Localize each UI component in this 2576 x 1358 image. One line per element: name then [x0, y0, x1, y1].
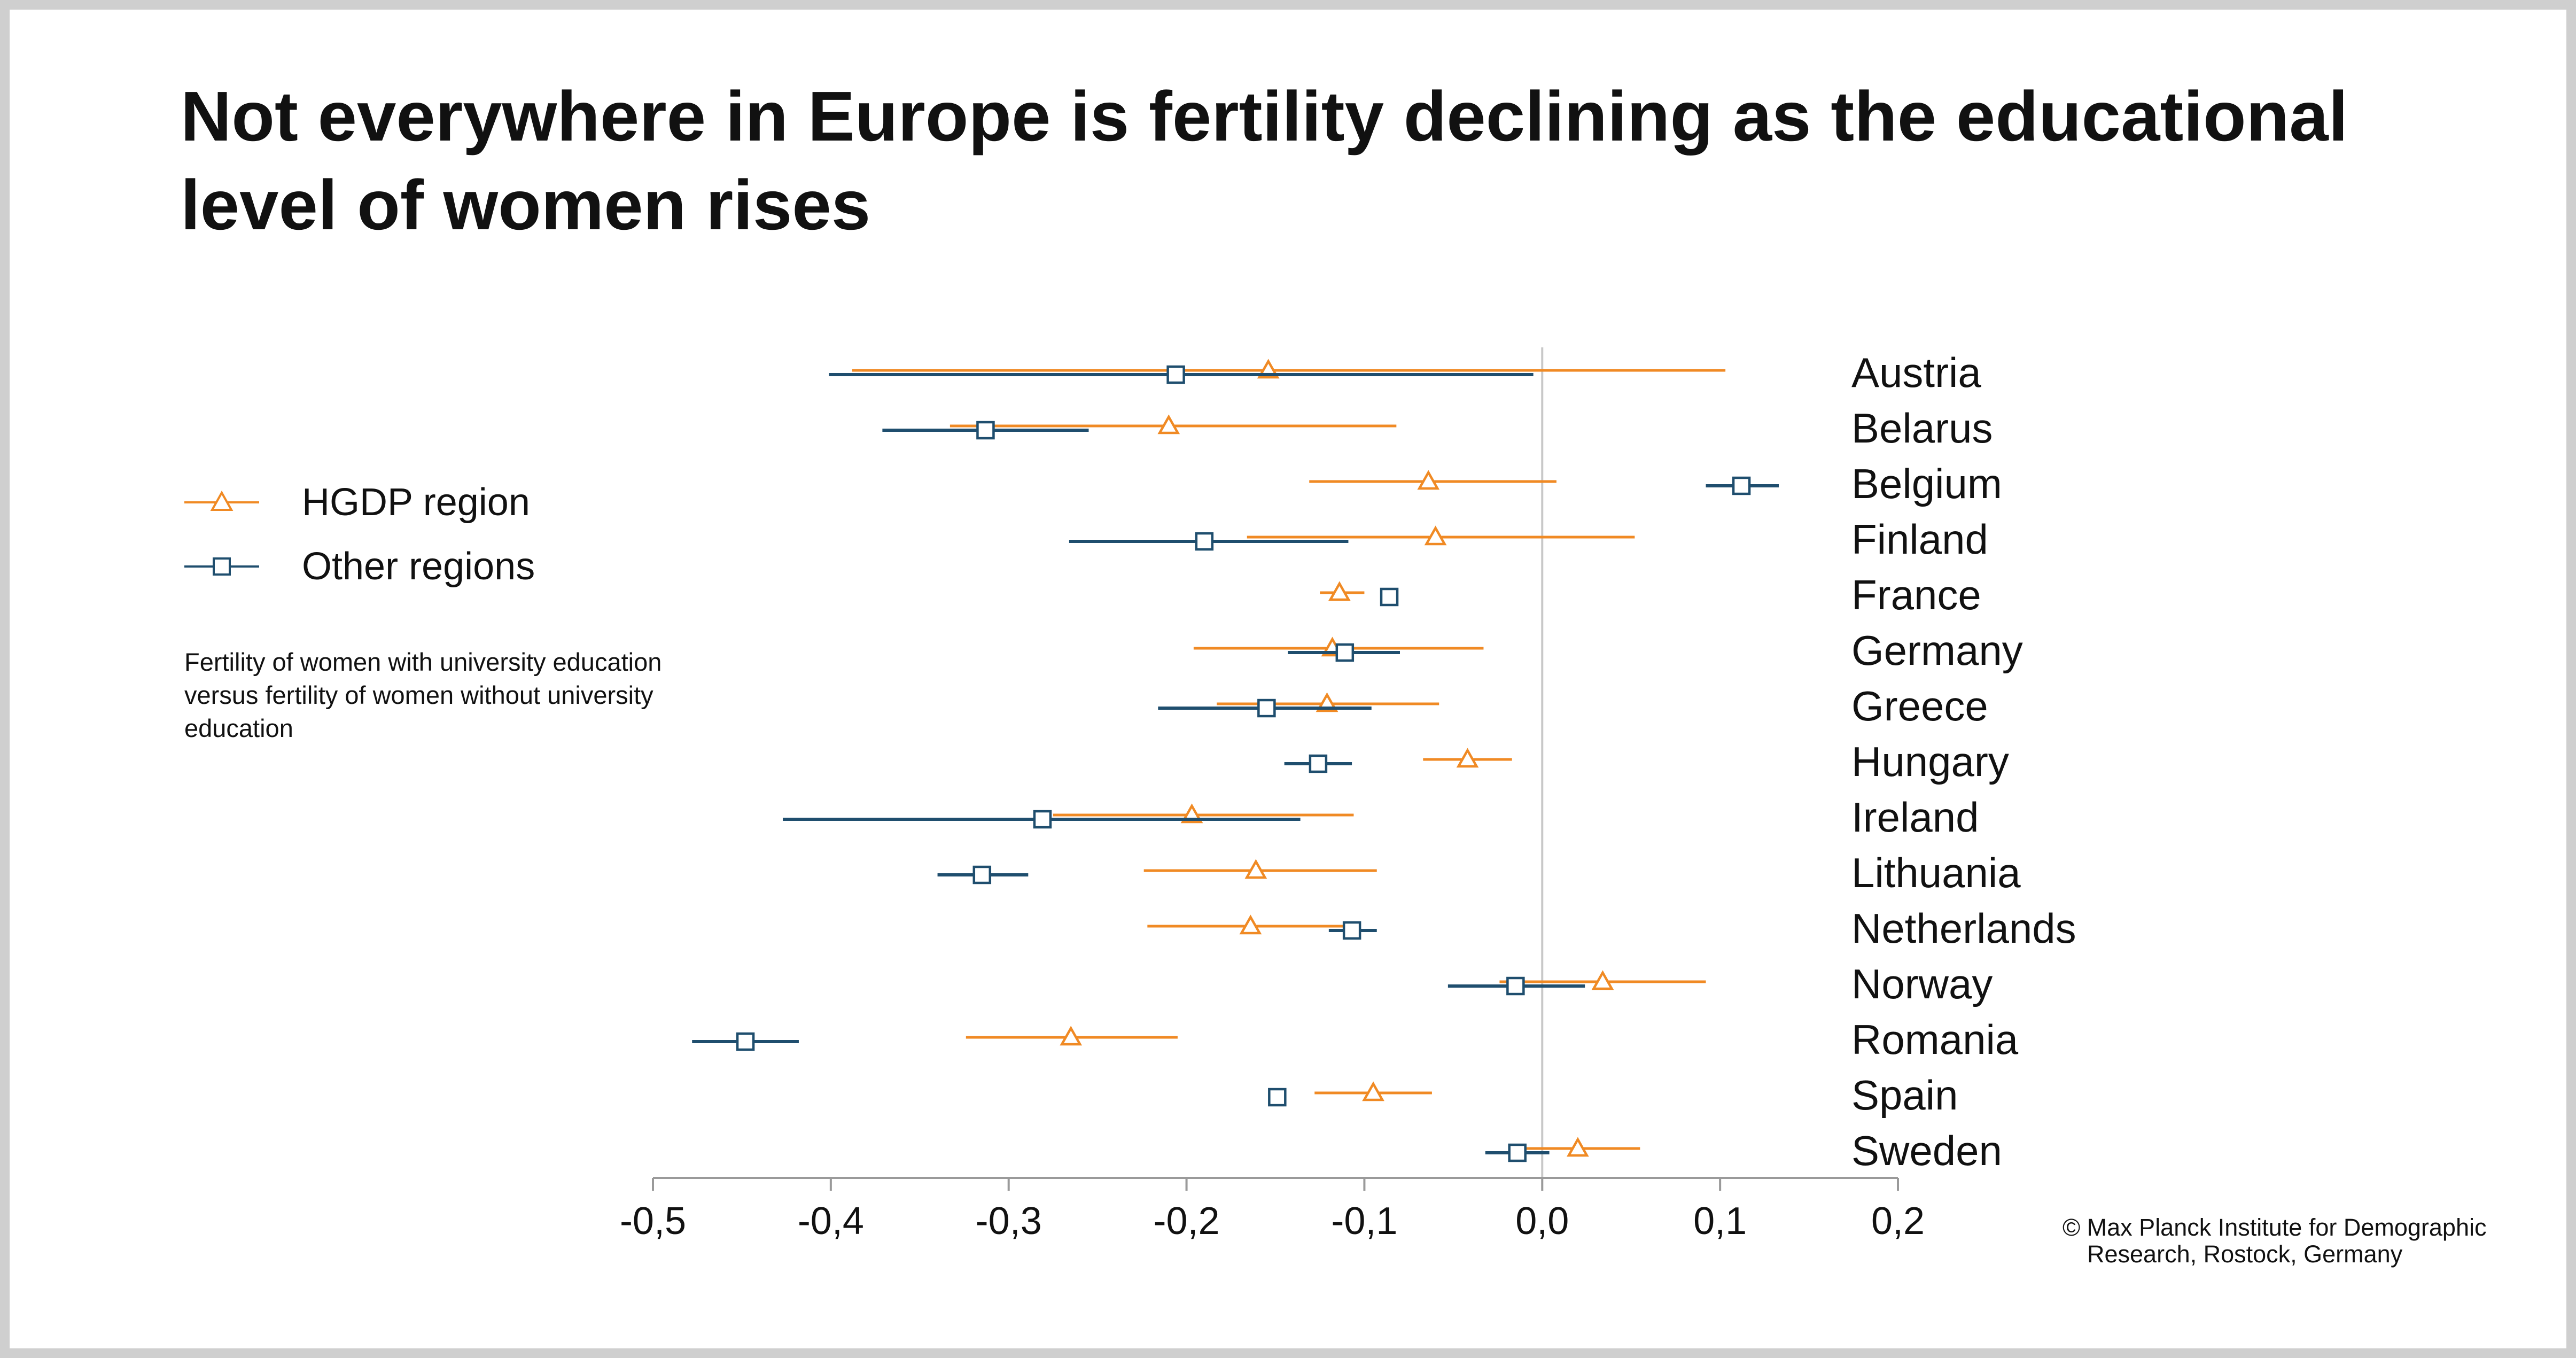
x-tick-label: -0,3	[976, 1200, 1042, 1243]
x-tick-label: 0,1	[1693, 1200, 1747, 1243]
square-point	[1335, 643, 1355, 662]
country-label: Spain	[1851, 1072, 1958, 1119]
series-layer	[692, 359, 1779, 1162]
chart-svg: Austria Belarus Belgium Finland France German…	[620, 347, 2076, 1243]
series-hgdp-region	[852, 359, 1726, 1157]
triangle-point	[1566, 1137, 1589, 1157]
square-point	[1268, 1088, 1287, 1107]
triangle-point	[1417, 470, 1440, 490]
x-axis: -0,5 -0,4 -0,3 -0,2 -0,1 0,0 0,1 0,2	[620, 1177, 1925, 1243]
square-point	[1309, 754, 1328, 773]
triangle-point	[1362, 1081, 1384, 1101]
country-label: France	[1851, 571, 1981, 618]
country-label: Austria	[1851, 349, 1981, 396]
triangle-point	[1157, 414, 1180, 434]
country-label: Belgium	[1851, 460, 2002, 507]
triangle-point	[1244, 859, 1267, 879]
country-label: Greece	[1851, 682, 1988, 730]
country-label: Finland	[1851, 516, 1988, 563]
square-point	[1033, 810, 1052, 829]
square-point	[1257, 699, 1276, 718]
triangle-point	[1328, 581, 1351, 601]
country-label: Sweden	[1851, 1127, 2002, 1174]
legend-label-other: Other regions	[302, 545, 535, 588]
country-label: Norway	[1851, 960, 1993, 1007]
country-label: Germany	[1851, 627, 2023, 674]
country-label: Lithuania	[1851, 849, 2021, 896]
copyright-credit: © Max Planck Institute for Demographic R…	[2063, 1214, 2543, 1268]
legend-square-marker	[184, 557, 259, 576]
legend-item-hgdp: HGDP region	[184, 470, 535, 534]
legend-label-hgdp: HGDP region	[302, 481, 530, 524]
country-label: Hungary	[1851, 738, 2009, 785]
country-label: Belarus	[1851, 405, 1993, 452]
triangle-point	[1239, 914, 1262, 935]
square-point	[1380, 587, 1399, 607]
square-point	[736, 1032, 755, 1051]
credit-line-2: Research, Rostock, Germany	[2087, 1240, 2403, 1268]
x-tick-label: 0,0	[1515, 1200, 1569, 1243]
chart-title: Not everywhere in Europe is fertility de…	[181, 77, 2348, 244]
square-point	[1342, 921, 1361, 940]
triangle-point	[1424, 525, 1447, 546]
legend: HGDP region Other regions	[184, 470, 535, 599]
x-tick-label: -0,1	[1331, 1200, 1397, 1243]
x-tick-label: -0,4	[798, 1200, 864, 1243]
square-point	[1506, 976, 1525, 996]
square-point	[1732, 476, 1751, 495]
credit-line-1: © Max Planck Institute for Demographic	[2063, 1214, 2487, 1241]
square-point	[1195, 532, 1214, 551]
x-tick-label: 0,2	[1871, 1200, 1925, 1243]
legend-triangle-marker	[184, 490, 259, 511]
triangle-point	[1060, 1026, 1083, 1046]
country-label: Romania	[1851, 1016, 2019, 1063]
country-label: Netherlands	[1851, 905, 2076, 952]
chart-frame	[10, 10, 2566, 1348]
square-point	[1508, 1143, 1527, 1162]
square-point	[972, 865, 992, 884]
x-tick-label: -0,5	[620, 1200, 686, 1243]
triangle-point	[1456, 748, 1479, 768]
country-label: Ireland	[1851, 794, 1979, 841]
chart-note: Fertility of women with university educa…	[184, 648, 662, 742]
legend-item-other: Other regions	[184, 534, 535, 599]
square-point	[976, 421, 995, 440]
series-other-regions	[692, 365, 1779, 1162]
country-label-layer: Austria Belarus Belgium Finland France German…	[1851, 349, 2076, 1174]
square-point	[1166, 365, 1185, 384]
x-tick-label: -0,2	[1154, 1200, 1220, 1243]
triangle-point	[1591, 970, 1614, 990]
